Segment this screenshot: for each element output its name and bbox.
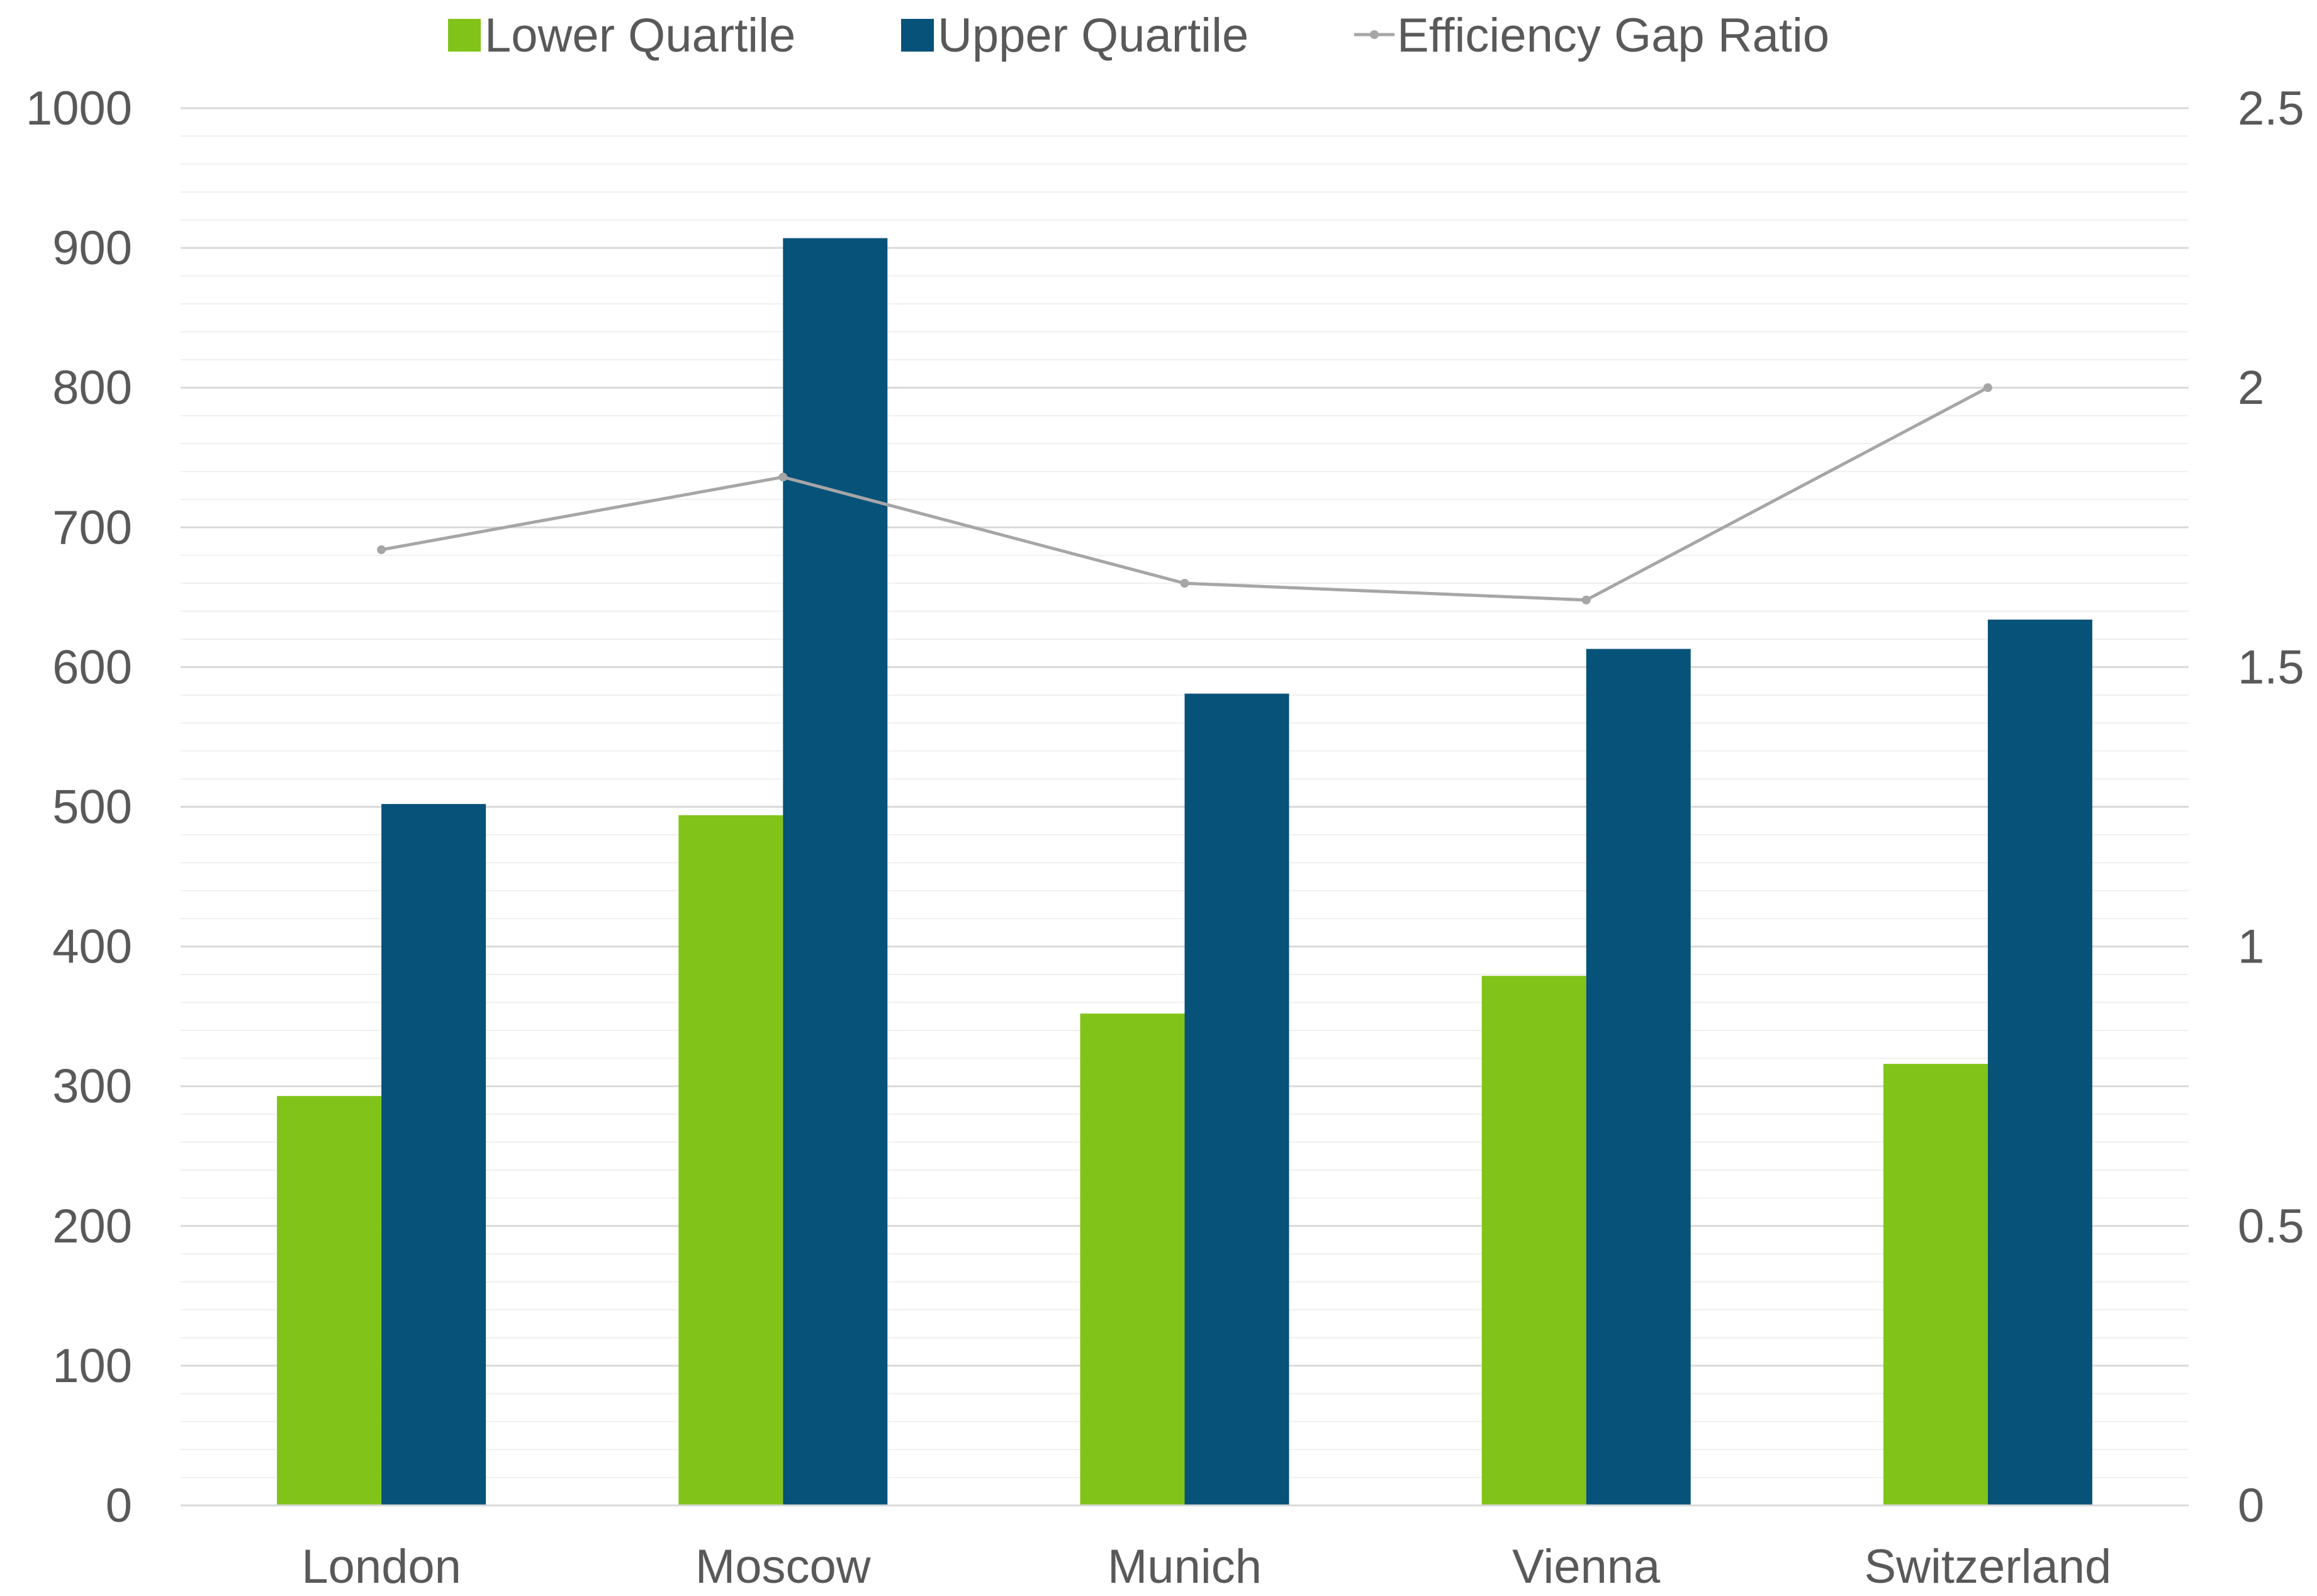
y-tick-label: 900 [52, 221, 132, 275]
y-tick-label: 200 [52, 1200, 132, 1253]
bar-lower-quartile-munich [1080, 1013, 1185, 1505]
bar-upper-quartile-moscow [783, 238, 888, 1506]
line-point-vienna [1581, 595, 1591, 605]
line-point-switzerland [1983, 383, 1992, 393]
bar-upper-quartile-munich [1184, 693, 1289, 1505]
y-tick-label: 1000 [26, 82, 132, 135]
y-tick-label: 600 [52, 640, 132, 694]
y2-tick-label: 2.5 [2238, 82, 2304, 135]
y2-tick-label: 1 [2238, 920, 2264, 974]
x-tick-label: Vienna [1512, 1540, 1661, 1593]
y-tick-label: 500 [52, 781, 132, 834]
legend-swatch-upper-quartile [901, 19, 934, 52]
legend-swatch-lower-quartile [448, 19, 481, 52]
legend: Lower Quartile Upper Quartile Efficiency G… [448, 9, 1829, 62]
y2-tick-label: 1.5 [2238, 640, 2304, 694]
y-tick-label: 100 [52, 1339, 132, 1393]
x-tick-label: Moscow [695, 1540, 872, 1593]
bar-upper-quartile-vienna [1586, 649, 1691, 1505]
line-point-munich [1180, 579, 1189, 588]
bar-lower-quartile-moscow [678, 815, 783, 1505]
y-tick-label: 800 [52, 361, 132, 415]
y2-tick-label: 2 [2238, 361, 2264, 415]
y2-tick-label: 0.5 [2238, 1200, 2304, 1253]
y2-tick-label: 0 [2238, 1479, 2264, 1532]
bar-lower-quartile-switzerland [1883, 1064, 1988, 1505]
legend-label-upper-quartile: Upper Quartile [938, 9, 1248, 62]
bar-upper-quartile-switzerland [1987, 619, 2092, 1505]
axes: 0 100 200 300 400 500 600 700 800 900 1000 0 0.5 1 1.5… [26, 82, 2304, 1593]
legend-label-efficiency-gap-ratio: Efficiency Gap Ratio [1397, 9, 1829, 62]
x-tick-label: Munich [1108, 1540, 1262, 1593]
bar-lower-quartile-london [277, 1096, 382, 1505]
y-tick-label: 0 [106, 1479, 132, 1532]
ratio-line [377, 383, 1992, 605]
x-tick-label: London [301, 1540, 461, 1593]
legend-label-lower-quartile: Lower Quartile [485, 9, 795, 62]
y-tick-label: 700 [52, 501, 132, 554]
bar-lower-quartile-vienna [1481, 976, 1586, 1505]
legend-marker-efficiency-gap-ratio [1370, 30, 1379, 39]
y-tick-label: 400 [52, 920, 132, 974]
line-efficiency-gap-ratio [381, 386, 1989, 602]
y-tick-label: 300 [52, 1060, 132, 1113]
line-point-moscow [778, 472, 788, 482]
bar-upper-quartile-london [381, 804, 486, 1505]
x-tick-label: Switzerland [1864, 1540, 2111, 1593]
bars [277, 238, 2092, 1506]
line-point-london [377, 545, 386, 554]
